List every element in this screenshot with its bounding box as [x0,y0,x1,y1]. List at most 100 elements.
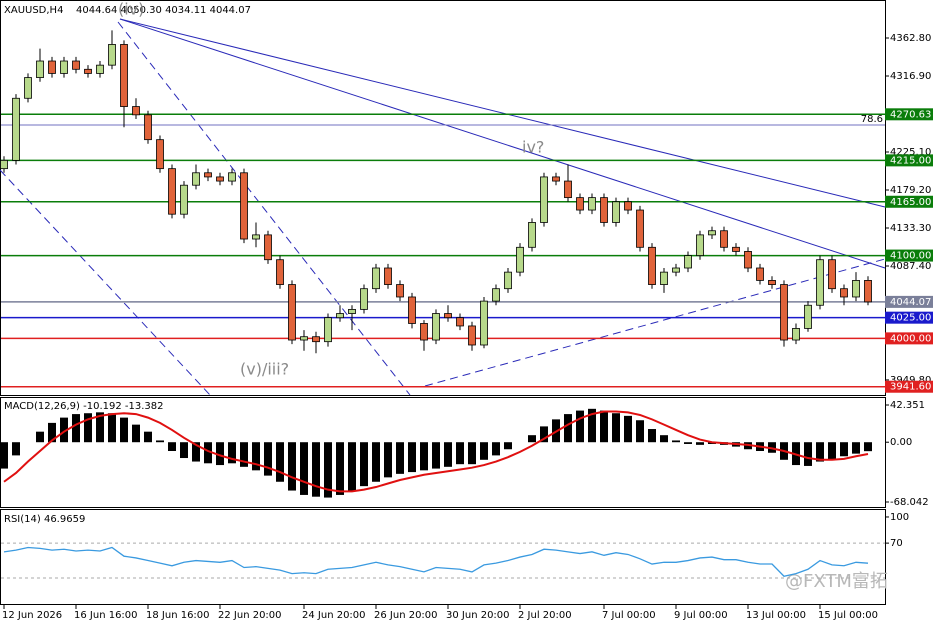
macd-bar [372,442,380,482]
y-tick-label: 0.00 [890,437,912,448]
x-tick-label: 22 Jun 20:00 [218,610,282,621]
candle-body [456,317,464,327]
macd-bar [684,442,692,444]
macd-bar [180,442,188,459]
candle-body [252,234,260,240]
trendline [424,258,886,387]
macd-bar [216,442,224,466]
macd-bar [360,442,368,487]
wave-label: (v)/iii? [240,360,289,379]
x-tick-label: 18 Jun 16:00 [146,610,210,621]
candle-body [528,222,536,248]
candle-body [384,267,392,285]
candle-body [660,271,668,285]
x-tick-label: 7 Jul 00:00 [602,610,656,621]
fib-label: 78.6 [861,114,883,125]
macd-bar [672,440,680,443]
main-panel-frame [0,0,886,396]
macd-bar [612,413,620,443]
trendline [119,18,886,269]
x-tick-label: 13 Jul 00:00 [746,610,806,621]
macd-bar [468,442,476,465]
macd-bar [576,410,584,443]
price-level-box [885,295,933,308]
candle-body [156,139,164,170]
macd-bar [804,442,812,466]
candle-body [600,197,608,223]
macd-bar [36,431,44,443]
candle-body [60,60,68,74]
x-tick-label: 24 Jun 20:00 [302,610,366,621]
price-level-box [885,249,933,262]
y-tick-label: 4087.40 [890,261,931,272]
candle-body [576,197,584,211]
candle-body [516,246,524,273]
macd-bar [168,442,176,452]
macd-bar [540,426,548,443]
macd-bar [264,442,272,476]
candle-body [360,288,368,310]
price-level-box [885,380,933,393]
candle-body [336,313,344,319]
x-tick-label: 16 Jun 16:00 [74,610,138,621]
y-tick-label: 100 [890,512,909,523]
trendline [117,21,411,396]
macd-bar [456,442,464,465]
candle-body [204,172,212,178]
candle-body [684,255,692,269]
candle-body [444,313,452,319]
price-level-box [885,332,933,345]
macd-bar [300,442,308,495]
price-level-box [885,108,933,121]
macd-bar [0,442,8,469]
trendline [119,18,886,208]
macd-bar [600,410,608,443]
candle-body [120,44,128,107]
macd-bar [312,442,320,497]
watermark: @FXTM富拓 [785,571,888,592]
candle-body [768,280,776,285]
price-level-label: 4165.00 [890,197,931,208]
macd-bar [276,442,284,482]
candle-body [144,114,152,141]
candle-body [288,284,296,341]
candle-body [744,251,752,269]
candle-body [396,284,404,298]
price-level-label: 3941.60 [890,382,931,393]
trendline [0,169,211,396]
candle-body [408,296,416,324]
candle-body [648,246,656,285]
price-level-box [885,195,933,208]
macd-bar [840,442,848,457]
macd-bar [12,442,20,456]
candle-body [432,313,440,341]
x-tick-label: 30 Jun 20:00 [446,610,510,621]
candle-body [192,172,200,186]
candle-body [180,184,188,215]
macd-bar [96,412,104,443]
macd-bar [660,435,668,443]
candle-body [96,64,104,74]
candle-body [168,168,176,215]
candle-body [828,259,836,290]
candle-body [348,308,356,314]
candle-body [612,201,620,223]
candle-body [624,201,632,211]
macd-bar [120,417,128,443]
candle-body [12,97,20,161]
macd-bar [696,442,704,445]
candle-body [264,234,272,261]
candle-body [492,288,500,302]
x-tick-label: 26 Jun 20:00 [374,610,438,621]
x-tick-label: 15 Jul 00:00 [818,610,878,621]
signal-line [3,410,869,493]
candle-body [708,230,716,236]
macd-bar [420,442,428,471]
macd-bar [132,424,140,443]
price-level-label: 4270.63 [890,109,931,120]
y-tick-label: 4225.10 [890,147,931,158]
ohlc-text: 4044.64 4050.30 4034.11 4044.07 [76,5,251,16]
candle-body [312,336,320,343]
price-level-box [885,154,933,167]
